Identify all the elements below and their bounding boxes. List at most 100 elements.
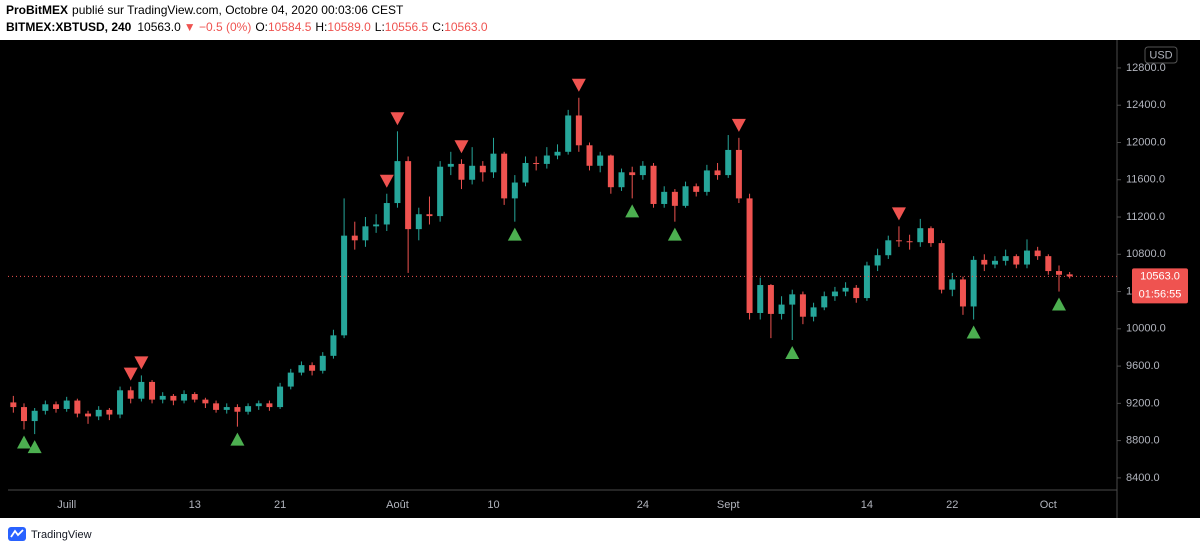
buy-signal — [667, 227, 682, 241]
ohlc-value: 10584.5 — [268, 20, 312, 34]
candle-body — [618, 172, 625, 188]
candle-body — [479, 165, 486, 173]
candle-body — [1066, 274, 1073, 277]
y-tick-label: 8800.0 — [1126, 435, 1160, 447]
candle-body — [330, 335, 337, 356]
candle-body — [650, 165, 657, 204]
candle-body — [661, 191, 668, 204]
candle-body — [789, 294, 796, 305]
candle-body — [522, 162, 529, 183]
candle-body — [1023, 250, 1030, 265]
candle-body — [458, 163, 465, 180]
candle-body — [703, 170, 710, 192]
candle-body — [799, 294, 806, 317]
candle-body — [586, 145, 593, 166]
candle-body — [853, 287, 860, 299]
candle-body — [714, 170, 721, 176]
candle-body — [629, 172, 636, 176]
candle-body — [42, 404, 49, 411]
y-tick-label: 8400.0 — [1126, 472, 1160, 484]
candle-body — [810, 307, 817, 317]
x-tick-label: 10 — [487, 499, 499, 511]
candle-body — [554, 151, 561, 156]
candle-body — [63, 400, 70, 409]
logo-mark — [10, 529, 24, 538]
candle-body — [949, 279, 956, 290]
symbol: BITMEX:XBTUSD, 240 — [6, 20, 132, 34]
candle-body — [959, 279, 966, 307]
brand-logo: TradingView — [8, 527, 92, 541]
buy-signal — [785, 346, 800, 359]
candle-body — [266, 403, 273, 408]
candle-body — [895, 240, 902, 242]
candle-body — [970, 259, 977, 307]
candle-body — [191, 394, 198, 400]
candle-body — [415, 214, 422, 230]
published: publié sur TradingView.com, Octobre 04, … — [72, 3, 404, 17]
candle-body — [127, 390, 134, 399]
candle-body — [106, 409, 113, 415]
ohlc-value: 10556.5 — [385, 20, 429, 34]
candle-body — [746, 198, 753, 313]
candle-body — [1045, 256, 1052, 272]
footer-bg — [0, 518, 1200, 552]
brand: TradingView — [31, 529, 92, 541]
candle-body — [31, 410, 38, 422]
candle-body — [565, 115, 572, 152]
candle-body — [511, 182, 518, 199]
candle-body — [362, 226, 369, 241]
candle-body — [74, 400, 81, 414]
buy-signal — [625, 204, 640, 218]
candle-body — [831, 291, 838, 297]
last-price-box — [1132, 268, 1188, 304]
candle-body — [533, 162, 540, 164]
candle-body — [917, 228, 924, 243]
candle-body — [1013, 256, 1020, 265]
candle-body — [159, 395, 166, 400]
candle-body — [842, 287, 849, 292]
header-line-1: ProBitMEX publié sur TradingView.com, Oct… — [6, 3, 404, 17]
candle-body — [309, 365, 316, 371]
ohlc-label: L: — [375, 20, 385, 34]
candle-body — [437, 166, 444, 217]
candle-body — [234, 407, 241, 412]
candle-body — [693, 186, 700, 192]
ohlc-label: O: — [255, 20, 268, 34]
header-line-2: BITMEX:XBTUSD, 240 10563.0 ▼ −0.5 (0%) O:10… — [6, 20, 488, 34]
ohlc-label: H: — [315, 20, 327, 34]
candle-body — [383, 203, 390, 225]
candle-body — [341, 235, 348, 336]
candle-body — [426, 214, 433, 217]
candle-body — [501, 153, 508, 199]
candle-body — [223, 407, 230, 410]
buy-signal — [17, 435, 32, 449]
y-tick-label: 11600.0 — [1126, 174, 1165, 186]
buy-signal — [507, 227, 522, 241]
currency-box — [1144, 46, 1178, 64]
candle-body — [1034, 250, 1041, 257]
candle-body — [298, 365, 305, 373]
candle-body — [863, 265, 870, 299]
candle-body — [639, 165, 646, 176]
candle-body — [255, 403, 262, 407]
candle-body — [735, 149, 742, 199]
candle-body — [767, 285, 774, 314]
y-tick-label: 10800.0 — [1126, 248, 1166, 260]
candle-body — [607, 155, 614, 188]
y-tick-label: 12000.0 — [1126, 136, 1166, 148]
candle-body — [981, 259, 988, 265]
candle-body — [906, 241, 913, 243]
candle-body — [202, 399, 209, 404]
candle-body — [874, 255, 881, 266]
x-tick-label: Sept — [717, 499, 740, 511]
candle-body — [351, 235, 358, 241]
candle-body — [469, 165, 476, 180]
candle-body — [725, 149, 732, 176]
candle-body — [757, 285, 764, 313]
candle-body — [117, 390, 124, 415]
ohlc-value: 10589.0 — [327, 20, 371, 34]
candle-body — [277, 386, 284, 408]
y-tick-label: 11200.0 — [1126, 211, 1165, 223]
candle-body — [927, 228, 934, 244]
candle-body — [575, 115, 582, 146]
